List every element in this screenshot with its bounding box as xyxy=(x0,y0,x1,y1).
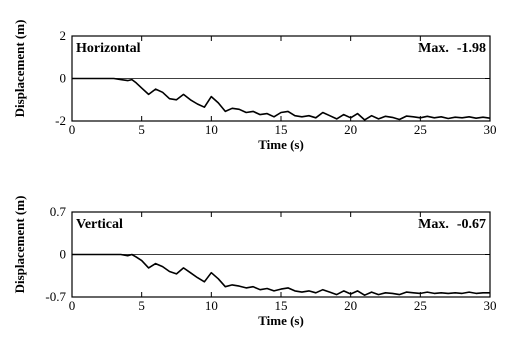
x-tick-label: 5 xyxy=(138,122,145,137)
panel-label: Vertical xyxy=(76,217,123,232)
y-tick-label: 0 xyxy=(60,247,67,262)
y-tick-label: -2 xyxy=(55,113,66,128)
x-tick-label: 20 xyxy=(344,122,357,137)
max-annotation: Max. -1.98 xyxy=(418,41,486,56)
max-annotation: Max. -0.67 xyxy=(418,217,486,232)
x-tick-label: 0 xyxy=(69,298,76,313)
x-tick-label: 30 xyxy=(484,122,497,137)
y-tick-label: 2 xyxy=(60,28,67,43)
x-tick-label: 10 xyxy=(205,298,218,313)
max-label: Max. xyxy=(418,217,449,232)
y-axis-label: Displacement (m) xyxy=(12,20,27,118)
y-tick-label: 0.7 xyxy=(50,204,67,219)
x-axis-label: Time (s) xyxy=(258,137,304,152)
x-tick-label: 30 xyxy=(484,298,497,313)
max-label: Max. xyxy=(418,41,449,56)
x-tick-label: 15 xyxy=(275,122,288,137)
y-tick-label: -0.7 xyxy=(45,289,66,304)
x-tick-label: 10 xyxy=(205,122,218,137)
max-value: -1.98 xyxy=(457,41,486,56)
series-line xyxy=(72,77,491,121)
x-tick-label: 25 xyxy=(414,122,427,137)
panel-label: Horizontal xyxy=(76,41,141,56)
x-tick-label: 25 xyxy=(414,298,427,313)
series-line xyxy=(72,253,490,297)
x-tick-label: 0 xyxy=(69,122,76,137)
max-value: -0.67 xyxy=(457,217,486,232)
x-tick-label: 20 xyxy=(344,298,357,313)
x-tick-label: 5 xyxy=(138,298,145,313)
x-tick-label: 15 xyxy=(275,298,288,313)
y-tick-label: 0 xyxy=(60,71,67,86)
y-axis-label: Displacement (m) xyxy=(12,196,27,294)
x-axis-label: Time (s) xyxy=(258,313,304,328)
